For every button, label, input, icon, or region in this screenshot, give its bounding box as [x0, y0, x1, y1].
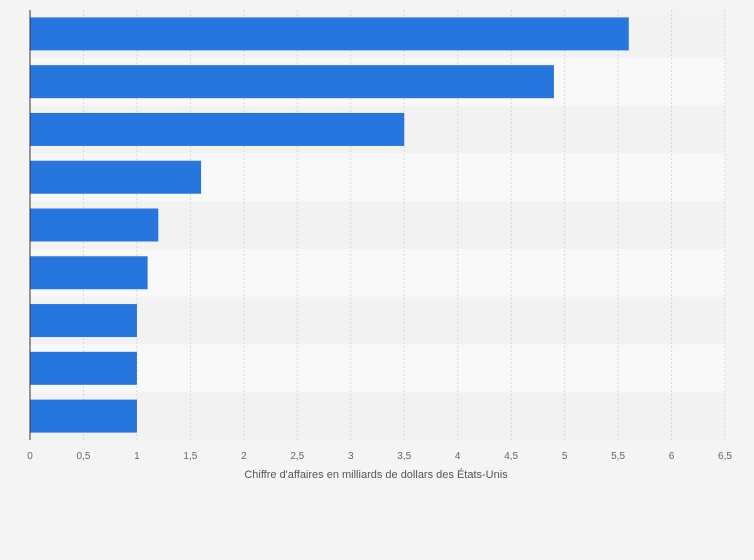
x-tick-label: 0: [27, 451, 33, 462]
x-tick-label: 6,5: [718, 451, 732, 462]
row-band: [30, 296, 725, 345]
x-tick-label: 1: [134, 451, 140, 462]
bar: [30, 208, 159, 242]
x-axis-ticks: 0 0,5 1 1,5 2 2,5 3 3,5 4 4,5 5 5,5 6 6,5: [27, 451, 732, 462]
x-tick-label: 4,5: [504, 451, 518, 462]
row-band: [30, 392, 725, 440]
x-tick-label: 4: [455, 451, 461, 462]
bar: [30, 351, 137, 385]
bar: [30, 17, 629, 51]
bars: [30, 17, 629, 433]
x-tick-label: 2: [241, 451, 247, 462]
bar: [30, 112, 405, 146]
x-tick-label: 3,5: [397, 451, 411, 462]
x-tick-label: 2,5: [290, 451, 304, 462]
row-band: [30, 344, 725, 393]
x-tick-label: 1,5: [183, 451, 197, 462]
x-tick-label: 6: [669, 451, 675, 462]
bar: [30, 65, 554, 99]
x-tick-label: 0,5: [77, 451, 91, 462]
x-tick-label: 3: [348, 451, 354, 462]
bar: [30, 256, 148, 290]
x-tick-label: 5: [562, 451, 568, 462]
bar: [30, 399, 137, 433]
x-tick-label: 5,5: [611, 451, 625, 462]
x-axis-title: Chiffre d'affaires en milliards de dolla…: [244, 468, 508, 481]
bar: [30, 160, 202, 194]
bar: [30, 304, 137, 338]
